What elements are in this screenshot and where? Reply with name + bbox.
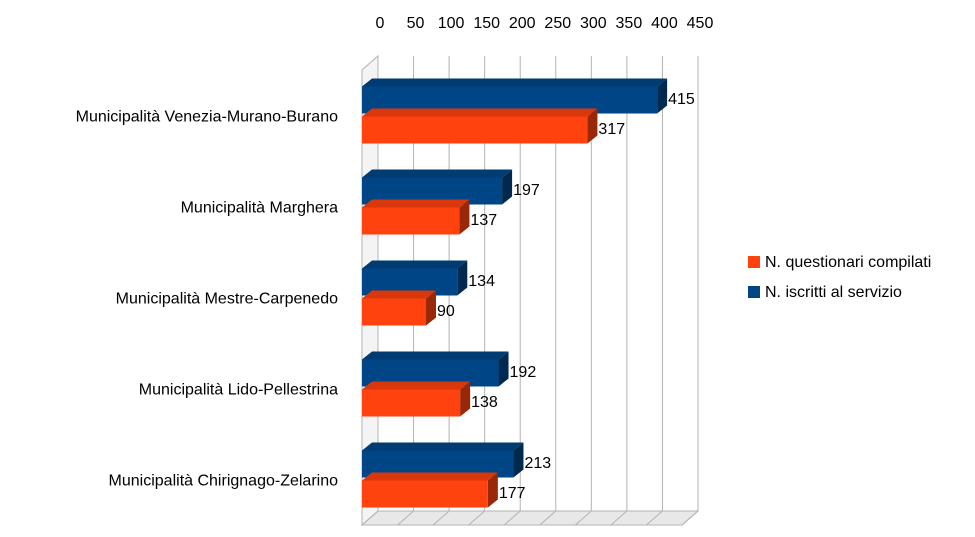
x-tick-label: 250 [544, 15, 571, 32]
floor-line [539, 510, 557, 526]
bar [362, 116, 588, 144]
value-label: 317 [598, 121, 625, 138]
bar-top [362, 169, 513, 178]
x-tick-label: 0 [376, 15, 385, 32]
bar-side [587, 108, 598, 144]
value-label: 137 [470, 212, 497, 229]
bar-top [362, 442, 524, 451]
legend-swatch [748, 286, 760, 298]
bar-top [362, 290, 436, 299]
value-label: 197 [513, 182, 540, 199]
bar [362, 298, 426, 326]
x-tick-label: 50 [407, 15, 425, 32]
bar-top [362, 472, 498, 481]
bar [362, 207, 460, 235]
floor-line [503, 510, 521, 526]
floor-line [575, 510, 592, 526]
legend-label: N. iscritti al servizio [765, 284, 902, 301]
bar-side [513, 442, 524, 478]
x-tick-label: 400 [651, 15, 678, 32]
x-tick-label: 450 [687, 15, 714, 32]
floor-line [397, 510, 414, 526]
bar-top [362, 381, 471, 390]
y-tick-label: Municipalità Mestre-Carpenedo [116, 291, 338, 308]
bar-side [460, 381, 471, 417]
legend-label: N. questionari compilati [765, 254, 931, 271]
floor [360, 510, 700, 526]
bar [362, 480, 488, 508]
value-label: 415 [668, 91, 695, 108]
bar-side [459, 199, 470, 235]
y-tick-label: Municipalità Marghera [181, 200, 339, 217]
y-tick-label: Municipalità Lido-Pellestrina [139, 382, 338, 399]
bar-top [362, 351, 509, 360]
floor-line [646, 510, 663, 526]
bar [362, 389, 461, 417]
bar-top [362, 199, 470, 208]
floor-line [361, 510, 379, 526]
bar-side [498, 351, 509, 387]
value-label: 177 [499, 485, 526, 502]
value-label: 192 [510, 364, 537, 381]
value-label: 90 [437, 303, 455, 320]
x-tick-label: 200 [509, 15, 536, 32]
y-tick-label: Municipalità Chirignago-Zelarino [109, 473, 339, 490]
floor-line [468, 510, 485, 526]
x-tick-label: 100 [438, 15, 465, 32]
floor-line [610, 510, 628, 526]
legend-swatch [748, 256, 760, 268]
bar-top [362, 78, 668, 87]
bar-top [362, 108, 598, 117]
floor-line [432, 510, 450, 526]
x-tick-label: 300 [580, 15, 607, 32]
x-tick-label: 150 [473, 15, 500, 32]
value-label: 138 [471, 394, 498, 411]
bar-side [502, 169, 513, 205]
bar-side [457, 260, 468, 296]
bar-side [657, 78, 668, 114]
x-tick-label: 350 [616, 15, 643, 32]
bar-side [487, 472, 498, 508]
bar-top [362, 260, 468, 269]
value-label: 213 [524, 455, 551, 472]
floor-line [681, 510, 699, 526]
y-tick-label: Municipalità Venezia-Murano-Burano [76, 109, 338, 126]
value-label: 134 [468, 273, 495, 290]
bar-side [426, 290, 436, 326]
